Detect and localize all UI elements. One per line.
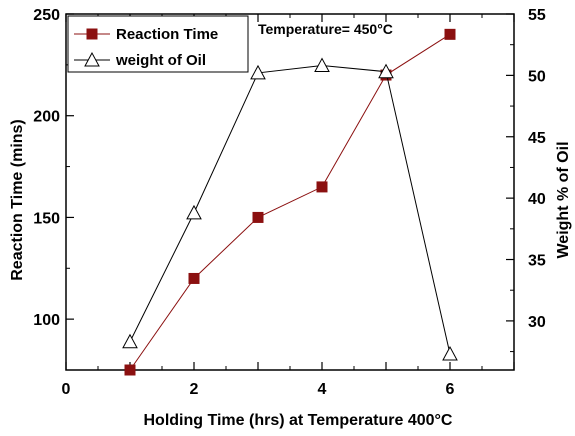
legend-box [67,15,249,73]
chart-annotation: Temperature= 450°C [258,21,393,37]
data-point [122,333,138,349]
x-tick-label: 2 [190,381,199,398]
data-point [124,364,136,376]
legend-marker [84,51,100,67]
y-right-tick-label: 50 [528,68,546,85]
x-tick-label: 4 [318,381,327,398]
y-axis-left-label: Reaction Time (mins) [9,119,26,281]
y-right-tick-label: 35 [528,253,546,270]
y-left-tick-label: 200 [33,109,60,126]
x-tick-label: 6 [446,381,455,398]
data-point [188,272,200,284]
y-left-tick-label: 250 [33,7,60,24]
legend: Reaction Time weight of Oil [67,15,249,73]
data-point [252,211,264,223]
data-point [444,28,456,40]
x-axis-label: Holding Time (hrs) at Temperature 400°C [144,412,453,429]
y-axis-right-label: Weight % of Oil [555,141,572,258]
data-point [442,345,458,361]
data-point [186,204,202,220]
data-point [250,64,266,80]
legend-label: Reaction Time [116,26,218,43]
data-point [378,63,394,79]
legend-marker [86,28,98,40]
series-line-reaction-time [129,33,451,371]
legend-label: weight of Oil [115,52,206,69]
y-left-tick-label: 150 [33,210,60,227]
data-point [316,181,328,193]
series-layer [122,28,458,376]
axes-layer: 0 2 4 6 100 150 200 250 30 35 40 45 50 55 [33,7,546,398]
data-point [314,57,330,73]
series-line-weight-of-oil [129,65,451,355]
y-right-tick-label: 30 [528,314,546,331]
x-tick-label: 0 [62,381,71,398]
y-right-tick-label: 40 [528,191,546,208]
y-left-tick-label: 100 [33,312,60,329]
y-right-tick-label: 45 [528,130,546,147]
y-right-tick-label: 55 [528,7,546,24]
